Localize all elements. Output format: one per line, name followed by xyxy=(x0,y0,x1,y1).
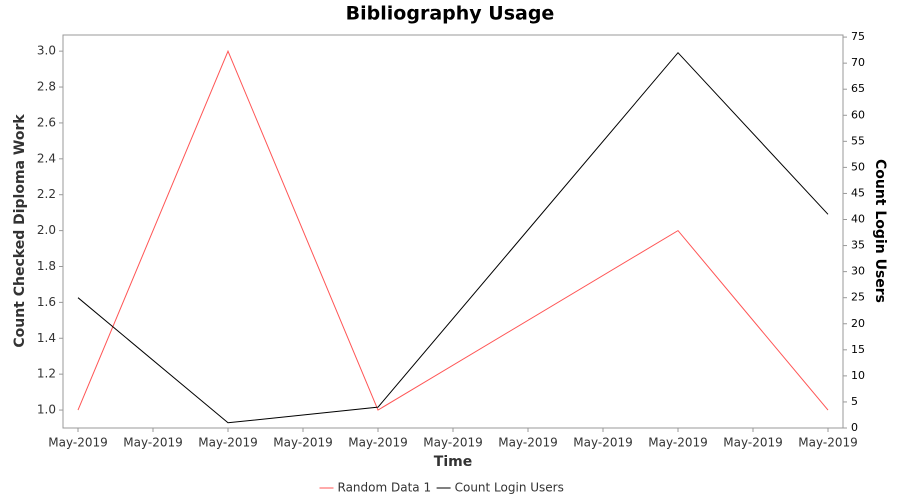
y2-tick-label: 35 xyxy=(851,239,865,252)
y2-tick-label: 70 xyxy=(851,56,865,69)
y2-tick-label: 0 xyxy=(851,421,858,434)
legend-label: Random Data 1 xyxy=(338,481,432,495)
y2-tick-label: 20 xyxy=(851,317,865,330)
y-tick-label: 2.6 xyxy=(37,115,56,129)
y2-tick-label: 75 xyxy=(851,30,865,43)
y-tick-label: 2.0 xyxy=(37,223,56,237)
x-tick-label: May-2019 xyxy=(648,436,707,450)
y2-tick-label: 5 xyxy=(851,395,858,408)
x-tick-label: May-2019 xyxy=(48,436,107,450)
y2-tick-label: 55 xyxy=(851,134,865,147)
y2-tick-label: 15 xyxy=(851,343,865,356)
y-axis-label: Count Checked Diploma Work xyxy=(12,114,28,348)
x-tick-label: May-2019 xyxy=(123,436,182,450)
y2-tick-label: 50 xyxy=(851,160,865,173)
y2-tick-label: 30 xyxy=(851,265,865,278)
y-tick-label: 1.8 xyxy=(37,259,56,273)
plot-area xyxy=(62,34,844,429)
y-tick-label: 2.2 xyxy=(37,187,56,201)
chart-title: Bibliography Usage xyxy=(346,3,555,25)
y2-tick-label: 25 xyxy=(851,291,865,304)
x-tick-label: May-2019 xyxy=(198,436,257,450)
y-tick-label: 1.6 xyxy=(37,295,56,309)
y-tick-label: 1.0 xyxy=(37,403,56,417)
y2-tick-label: 65 xyxy=(851,82,865,95)
y2-tick-label: 40 xyxy=(851,213,865,226)
y2-axis-label: Count Login Users xyxy=(872,159,888,303)
y2-tick-label: 10 xyxy=(851,369,865,382)
x-tick-label: May-2019 xyxy=(573,436,632,450)
line-series xyxy=(77,49,829,411)
x-axis-label: Time xyxy=(434,454,472,470)
legend-label: Count Login Users xyxy=(455,481,564,495)
x-tick-label: May-2019 xyxy=(723,436,782,450)
x-tick-label: May-2019 xyxy=(798,436,857,450)
y2-tick-label: 60 xyxy=(851,108,865,121)
x-tick-label: May-2019 xyxy=(273,436,332,450)
y-tick-label: 1.4 xyxy=(37,331,56,345)
line-series xyxy=(77,51,829,424)
y-tick-label: 1.2 xyxy=(37,367,56,381)
y-tick-label: 2.4 xyxy=(37,151,56,165)
x-tick-label: May-2019 xyxy=(348,436,407,450)
y2-tick-label: 45 xyxy=(851,186,865,199)
y-tick-label: 2.8 xyxy=(37,80,56,94)
x-tick-label: May-2019 xyxy=(498,436,557,450)
x-tick-label: May-2019 xyxy=(423,436,482,450)
y-tick-label: 3.0 xyxy=(37,44,56,58)
